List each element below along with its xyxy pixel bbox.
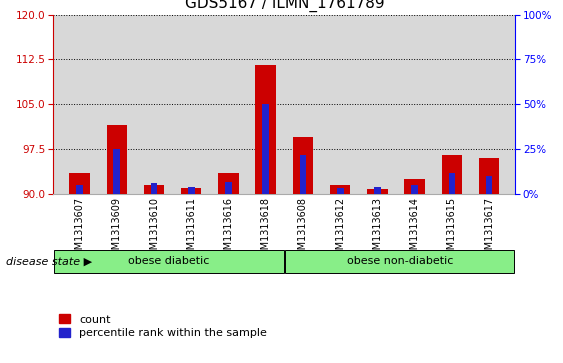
- Bar: [218, 173, 239, 194]
- Text: disease state ▶: disease state ▶: [6, 256, 92, 266]
- Bar: [181, 188, 202, 194]
- Text: GSM1313608: GSM1313608: [298, 197, 308, 262]
- Text: GSM1313607: GSM1313607: [74, 197, 84, 262]
- Bar: [337, 188, 343, 194]
- Text: GSM1313617: GSM1313617: [484, 197, 494, 262]
- Bar: [374, 187, 381, 194]
- Bar: [404, 179, 425, 194]
- Bar: [256, 65, 276, 194]
- Bar: [69, 173, 90, 194]
- Bar: [412, 185, 418, 194]
- Text: obese diabetic: obese diabetic: [128, 256, 209, 266]
- Text: GSM1313614: GSM1313614: [410, 197, 419, 262]
- Bar: [300, 155, 306, 194]
- Bar: [293, 137, 313, 194]
- Text: GSM1313610: GSM1313610: [149, 197, 159, 262]
- Bar: [76, 185, 83, 194]
- Text: GSM1313616: GSM1313616: [224, 197, 234, 262]
- Legend: count, percentile rank within the sample: count, percentile rank within the sample: [59, 314, 267, 338]
- Text: obese non-diabetic: obese non-diabetic: [347, 256, 453, 266]
- Text: GSM1313611: GSM1313611: [186, 197, 196, 262]
- Bar: [441, 155, 462, 194]
- Bar: [113, 149, 120, 194]
- Text: GSM1313609: GSM1313609: [112, 197, 122, 262]
- Bar: [367, 189, 388, 194]
- Bar: [151, 183, 157, 194]
- Bar: [106, 125, 127, 194]
- Bar: [486, 176, 493, 194]
- Bar: [225, 182, 232, 194]
- Text: GSM1313615: GSM1313615: [447, 197, 457, 262]
- Text: GSM1313613: GSM1313613: [372, 197, 382, 262]
- FancyBboxPatch shape: [285, 250, 515, 273]
- Text: GSM1313612: GSM1313612: [335, 197, 345, 262]
- Bar: [449, 173, 455, 194]
- Text: GSM1313618: GSM1313618: [261, 197, 271, 262]
- Bar: [188, 187, 195, 194]
- Bar: [144, 185, 164, 194]
- Title: GDS5167 / ILMN_1761789: GDS5167 / ILMN_1761789: [185, 0, 384, 12]
- Bar: [262, 105, 269, 194]
- Bar: [330, 185, 350, 194]
- Bar: [479, 158, 499, 194]
- FancyBboxPatch shape: [54, 250, 284, 273]
